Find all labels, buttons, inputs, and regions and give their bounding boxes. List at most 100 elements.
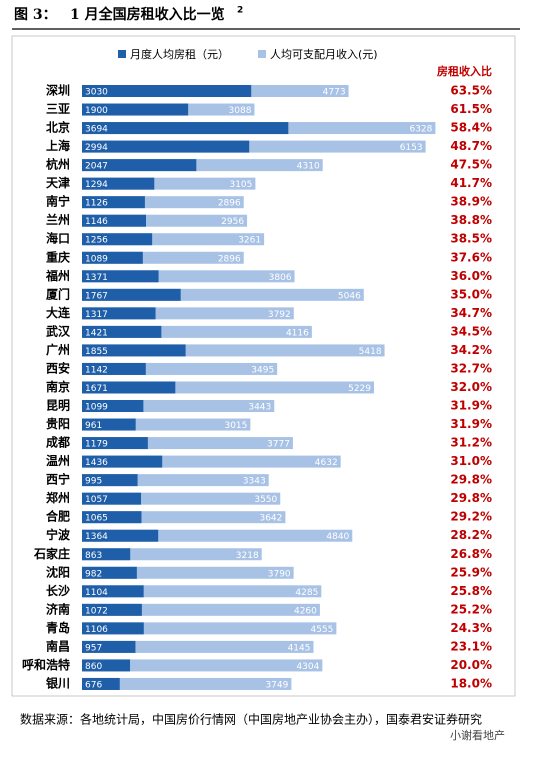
bar: [82, 492, 142, 505]
data-label: 4840: [326, 532, 349, 542]
category-label: 三亚: [46, 102, 70, 116]
ratio-label: 61.5%: [450, 102, 492, 116]
data-label: 3088: [229, 106, 252, 116]
ratio-label: 37.6%: [450, 250, 492, 264]
bar: [82, 640, 136, 653]
bar: [82, 103, 189, 116]
data-label: 4555: [310, 625, 333, 635]
category-label: 天津: [46, 175, 70, 190]
data-label: 4285: [295, 588, 318, 598]
bar: [82, 529, 159, 542]
ratio-label: 18.0%: [450, 676, 492, 690]
category-label: 杭州: [46, 157, 70, 172]
bar: [82, 437, 148, 450]
data-label: 1364: [85, 532, 108, 542]
ratio-label: 38.8%: [450, 213, 492, 227]
category-label: 郑州: [46, 490, 70, 505]
data-label: 3777: [267, 440, 290, 450]
data-label: 3218: [236, 551, 259, 561]
legend-swatch: [118, 50, 126, 58]
bar: [82, 548, 131, 561]
data-label: 4632: [315, 458, 338, 468]
bar: [82, 640, 314, 653]
data-label: 2047: [85, 162, 108, 172]
category-label: 海口: [46, 231, 70, 246]
bar: [82, 677, 120, 690]
category-label: 成都: [46, 435, 70, 450]
data-label: 3792: [268, 310, 291, 320]
legend-swatch: [258, 50, 266, 58]
data-label: 3343: [243, 477, 266, 487]
data-label: 1671: [85, 384, 108, 394]
data-label: 3105: [229, 180, 252, 190]
data-label: 5229: [348, 384, 371, 394]
ratio-label: 20.0%: [450, 658, 492, 672]
ratio-label: 58.4%: [450, 121, 492, 135]
bar: [82, 677, 292, 690]
data-label: 4304: [296, 662, 319, 672]
ratio-label: 24.3%: [450, 621, 492, 635]
ratio-header: 房租收入比: [437, 64, 492, 78]
data-label: 1142: [85, 365, 108, 375]
source: 数据来源：各地统计局，中国房价行情网（中国房地产业协会主办），国泰君安证券研究: [20, 712, 482, 727]
ratio-label: 38.9%: [450, 195, 492, 209]
category-label: 石家庄: [33, 546, 70, 561]
data-label: 1104: [85, 588, 108, 598]
figure-label: 图 3：: [14, 7, 57, 23]
data-label: 3495: [251, 365, 274, 375]
category-label: 宁波: [46, 527, 71, 542]
data-label: 1179: [85, 440, 108, 450]
data-label: 1126: [85, 199, 108, 209]
ratio-label: 25.9%: [450, 565, 492, 579]
ratio-label: 36.0%: [450, 269, 492, 283]
data-label: 2896: [218, 254, 241, 264]
ratio-label: 48.7%: [450, 139, 492, 153]
data-label: 1855: [85, 347, 108, 357]
category-label: 兰州: [46, 212, 70, 227]
bar: [82, 455, 163, 468]
ratio-label: 34.5%: [450, 324, 492, 338]
bar: [82, 659, 323, 672]
data-label: 6153: [400, 143, 423, 153]
category-label: 上海: [46, 138, 70, 153]
data-label: 3443: [248, 403, 271, 413]
data-label: 4310: [297, 162, 320, 172]
ratio-label: 31.9%: [450, 417, 492, 431]
bar: [82, 325, 162, 338]
category-label: 长沙: [46, 583, 70, 598]
footnote-mark: 2: [237, 6, 243, 16]
data-label: 1900: [85, 106, 108, 116]
data-label: 3642: [259, 514, 282, 524]
bar: [82, 270, 159, 283]
data-label: 1436: [85, 458, 108, 468]
bar: [82, 511, 142, 524]
data-label: 1146: [85, 217, 108, 227]
data-label: 1057: [85, 495, 108, 505]
category-label: 南京: [46, 379, 70, 394]
category-label: 呼和浩特: [22, 657, 70, 672]
bar: [82, 566, 137, 579]
ratio-label: 29.2%: [450, 510, 492, 524]
data-label: 3749: [265, 680, 288, 690]
data-label: 3030: [85, 88, 108, 98]
category-label: 温州: [46, 454, 70, 468]
category-label: 广州: [46, 342, 70, 357]
legend-label: 人均可支配月收入(元): [270, 47, 378, 61]
data-label: 957: [85, 643, 102, 653]
data-label: 1089: [85, 254, 108, 264]
data-label: 676: [85, 680, 102, 690]
data-label: 3015: [224, 421, 247, 431]
data-label: 4773: [323, 88, 346, 98]
ratio-label: 34.7%: [450, 306, 492, 320]
legend-label: 月度人均房租（元）: [130, 47, 229, 61]
category-label: 西安: [46, 360, 70, 375]
category-label: 青岛: [46, 620, 70, 635]
category-label: 贵阳: [46, 416, 70, 431]
bar: [82, 400, 144, 413]
bar: [82, 177, 155, 190]
bar: [82, 307, 156, 320]
data-label: 863: [85, 551, 102, 561]
ratio-label: 38.5%: [450, 232, 492, 246]
data-label: 3550: [254, 495, 277, 505]
